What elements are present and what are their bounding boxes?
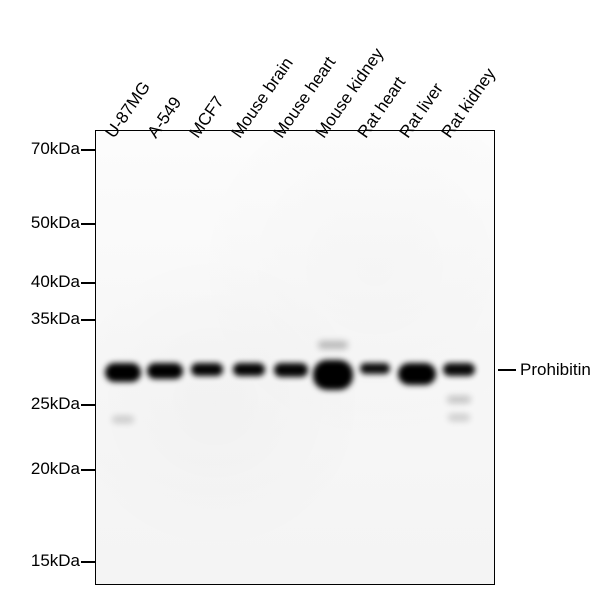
mw-marker-tick — [81, 223, 95, 225]
blot-membrane-area — [95, 130, 495, 585]
mw-marker-tick — [81, 149, 95, 151]
band-primary — [398, 363, 436, 385]
mw-marker-label: 40kDa — [31, 272, 80, 292]
band-primary — [147, 363, 183, 379]
blot-noise-texture — [96, 131, 494, 584]
mw-marker-label: 50kDa — [31, 213, 80, 233]
mw-marker-label: 20kDa — [31, 459, 80, 479]
mw-marker-label: 15kDa — [31, 551, 80, 571]
mw-marker-tick — [81, 561, 95, 563]
band-secondary — [112, 416, 134, 423]
band-primary — [313, 360, 353, 390]
band-primary — [191, 363, 223, 376]
band-secondary — [447, 396, 471, 403]
mw-marker-label: 70kDa — [31, 139, 80, 159]
mw-marker-tick — [81, 469, 95, 471]
band-primary — [443, 363, 475, 376]
band-secondary — [448, 414, 470, 421]
target-band-tick — [498, 369, 516, 371]
mw-marker-tick — [81, 404, 95, 406]
mw-marker-label: 25kDa — [31, 394, 80, 414]
band-secondary — [318, 341, 348, 349]
band-primary — [105, 363, 141, 382]
mw-marker-tick — [81, 319, 95, 321]
band-primary — [274, 363, 308, 377]
target-band-label: Prohibitin — [520, 360, 591, 380]
mw-marker-label: 35kDa — [31, 309, 80, 329]
western-blot-figure: 70kDa50kDa40kDa35kDa25kDa20kDa15kDa U-87… — [0, 0, 608, 599]
mw-marker-tick — [81, 282, 95, 284]
band-primary — [360, 363, 390, 374]
band-primary — [233, 363, 265, 376]
